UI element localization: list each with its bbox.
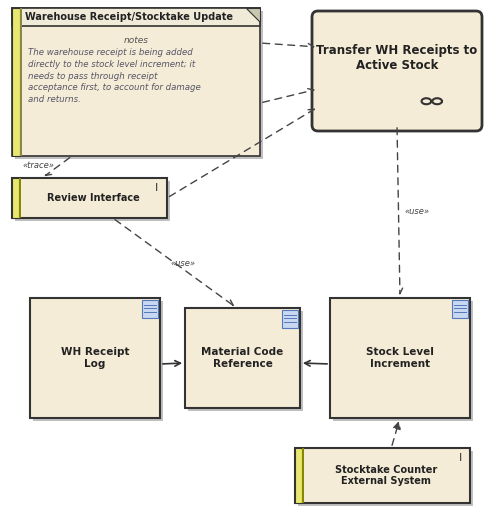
FancyBboxPatch shape — [19, 178, 21, 218]
FancyBboxPatch shape — [187, 311, 303, 411]
Text: «use»: «use» — [403, 207, 428, 216]
Text: «trace»: «trace» — [22, 162, 54, 171]
FancyBboxPatch shape — [332, 301, 472, 421]
Text: Warehouse Receipt/Stocktake Update: Warehouse Receipt/Stocktake Update — [25, 12, 232, 22]
FancyBboxPatch shape — [142, 300, 158, 318]
Text: «use»: «use» — [170, 259, 195, 268]
Text: Review Interface: Review Interface — [46, 193, 139, 203]
FancyBboxPatch shape — [33, 301, 163, 421]
Text: Transfer WH Receipts to
Active Stock: Transfer WH Receipts to Active Stock — [316, 44, 477, 72]
FancyBboxPatch shape — [451, 300, 467, 318]
Text: WH Receipt
Log: WH Receipt Log — [61, 347, 129, 369]
FancyBboxPatch shape — [302, 448, 304, 503]
FancyBboxPatch shape — [311, 11, 481, 131]
FancyBboxPatch shape — [294, 448, 302, 503]
Text: I: I — [457, 453, 461, 463]
FancyBboxPatch shape — [30, 298, 160, 418]
Text: Stock Level
Increment: Stock Level Increment — [366, 347, 433, 369]
Text: Stocktake Counter
External System: Stocktake Counter External System — [334, 465, 436, 486]
FancyBboxPatch shape — [320, 20, 478, 128]
Text: I: I — [155, 183, 158, 193]
FancyBboxPatch shape — [12, 178, 19, 218]
Text: notes: notes — [123, 36, 148, 45]
Polygon shape — [245, 8, 260, 22]
FancyBboxPatch shape — [12, 8, 260, 156]
FancyBboxPatch shape — [15, 181, 170, 221]
FancyBboxPatch shape — [12, 178, 167, 218]
Text: The warehouse receipt is being added
directly to the stock level increment; it
n: The warehouse receipt is being added dir… — [28, 48, 201, 104]
FancyBboxPatch shape — [12, 8, 260, 26]
FancyBboxPatch shape — [12, 8, 20, 156]
FancyBboxPatch shape — [294, 448, 469, 503]
FancyBboxPatch shape — [282, 310, 297, 328]
FancyBboxPatch shape — [20, 8, 22, 156]
Text: Material Code
Reference: Material Code Reference — [201, 347, 283, 369]
FancyBboxPatch shape — [184, 308, 299, 408]
FancyBboxPatch shape — [297, 451, 472, 506]
FancyBboxPatch shape — [329, 298, 469, 418]
FancyBboxPatch shape — [15, 11, 263, 159]
